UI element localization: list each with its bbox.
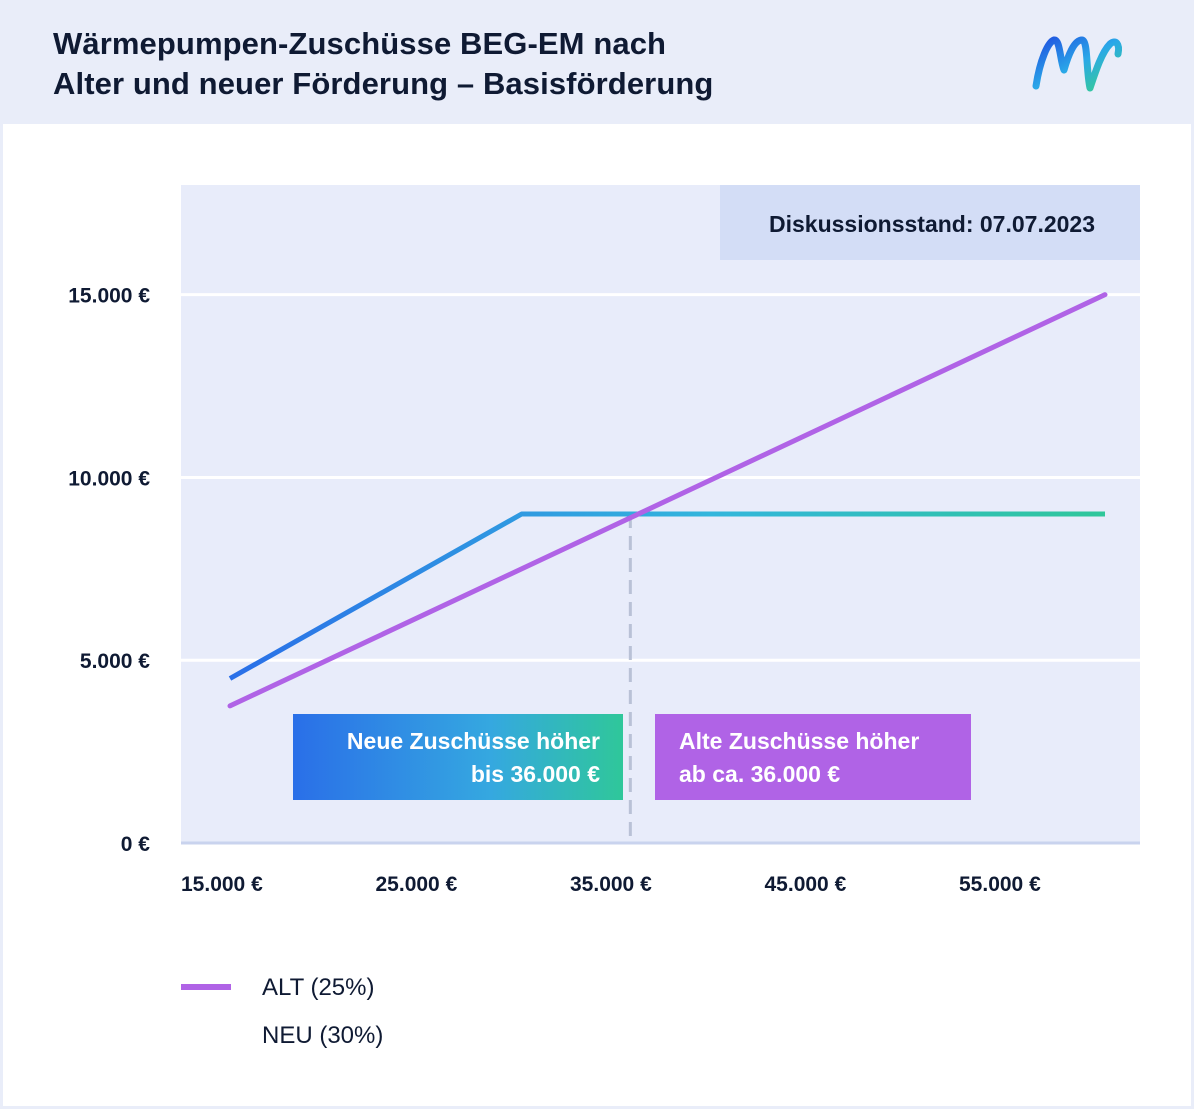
mw-logo-icon bbox=[1032, 36, 1122, 92]
annotation-background bbox=[293, 714, 623, 800]
legend: ALT (25%) NEU (30%) bbox=[181, 974, 383, 1049]
x-tick-label: 55.000 € bbox=[959, 873, 1041, 896]
y-tick-label: 10.000 € bbox=[68, 467, 150, 490]
series-line-neu bbox=[228, 511, 1105, 681]
legend-label-neu: NEU (30%) bbox=[262, 1022, 383, 1049]
diskussionsstand-background bbox=[720, 185, 1140, 260]
annotations: Neue Zuschüsse höher bis 36.000 € Alte Zus… bbox=[293, 714, 971, 800]
annotation-text-line: Alte Zuschüsse höher bbox=[679, 728, 919, 754]
diskussionsstand-box: Diskussionsstand: 07.07.2023 bbox=[720, 185, 1140, 260]
annotation-text-line: ab ca. 36.000 € bbox=[679, 761, 840, 787]
annotation-neu: Neue Zuschüsse höher bis 36.000 € bbox=[293, 714, 623, 800]
x-tick-label: 25.000 € bbox=[376, 873, 458, 896]
diskussionsstand-label: Diskussionsstand: 07.07.2023 bbox=[769, 211, 1095, 237]
annotation-text-line: bis 36.000 € bbox=[471, 761, 600, 787]
annotation-text-line: Neue Zuschüsse höher bbox=[347, 728, 600, 754]
x-tick-label: 35.000 € bbox=[570, 873, 652, 896]
annotation-background bbox=[655, 714, 971, 800]
legend-label-alt: ALT (25%) bbox=[262, 974, 375, 1001]
title-line-1: Wärmepumpen-Zuschüsse BEG-EM nach bbox=[53, 26, 667, 61]
gridlines bbox=[181, 293, 1140, 662]
header: Wärmepumpen-Zuschüsse BEG-EM nach Alter … bbox=[0, 0, 1194, 124]
series-line-alt bbox=[227, 292, 1108, 709]
x-tick-label: 15.000 € bbox=[181, 873, 263, 896]
y-tick-label: 15.000 € bbox=[68, 285, 150, 308]
title-line-2: Alter und neuer Förderung – Basisförderu… bbox=[53, 66, 714, 101]
y-tick-label: 0 € bbox=[121, 833, 151, 856]
chart-title: Wärmepumpen-Zuschüsse BEG-EM nach Alter … bbox=[53, 24, 713, 104]
annotation-alt: Alte Zuschüsse höher ab ca. 36.000 € bbox=[655, 714, 971, 800]
x-axis-ticks: 15.000 € 25.000 € 35.000 € 45.000 € 55.000 € bbox=[181, 873, 1041, 896]
x-tick-label: 45.000 € bbox=[765, 873, 847, 896]
y-axis-ticks: 0 € 5.000 € 10.000 € 15.000 € bbox=[68, 285, 150, 856]
y-tick-label: 5.000 € bbox=[80, 650, 150, 673]
